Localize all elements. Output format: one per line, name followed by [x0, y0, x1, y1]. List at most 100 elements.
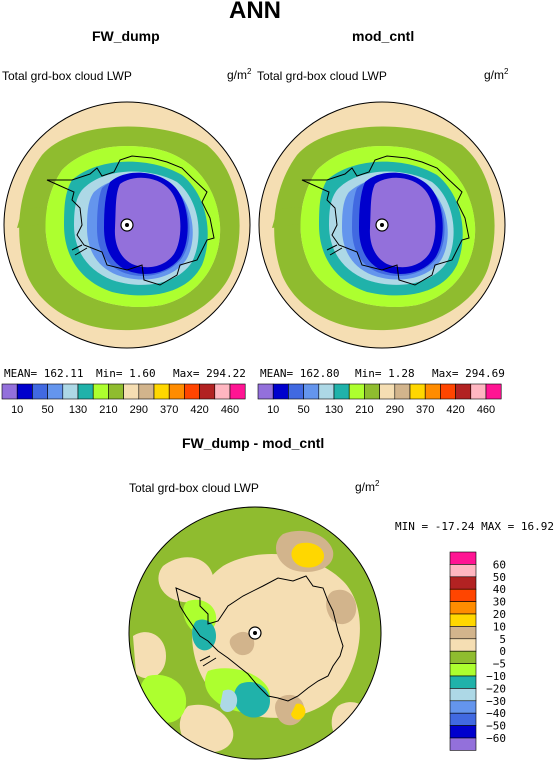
- colorbar-label: 130: [325, 404, 343, 416]
- map-outline: [258, 101, 506, 349]
- diff-colorbar-swatch: [449, 564, 477, 578]
- colorbar-swatch: [455, 383, 472, 400]
- diff-region-zero-nw: [158, 557, 214, 603]
- diff-colorbar-label: −20: [486, 682, 506, 695]
- diff-colorbar-label: −40: [486, 707, 506, 720]
- diff-region-minus30-sw: [220, 689, 238, 712]
- panel-1-units-base: g/m: [227, 68, 248, 82]
- coastline-peninsula: [199, 655, 217, 667]
- colorbar-swatch: [1, 383, 18, 400]
- figure-title: ANN: [229, 0, 281, 24]
- colorbar-swatch: [440, 383, 456, 400]
- panel-1-variable: Total grd-box cloud LWP: [2, 69, 132, 83]
- colorbar-swatch: [138, 383, 155, 400]
- diff-colorbar-swatch: [449, 737, 477, 751]
- diff-region-minus20-sw: [233, 681, 270, 718]
- colorbar-label: 210: [99, 404, 117, 416]
- polar-map-mod-cntl: [258, 101, 506, 349]
- panel-1-min: Min= 1.60: [96, 367, 156, 380]
- pole-marker-dot: [125, 223, 129, 227]
- diff-units: g/m2: [355, 479, 379, 494]
- diff-colorbar-swatch: [449, 638, 477, 652]
- diff-colorbar-swatch: [449, 675, 477, 689]
- map-outline: [3, 101, 251, 349]
- diff-colorbar-label: −60: [486, 732, 506, 745]
- colorbar-swatch: [16, 383, 33, 400]
- diff-region-plus10-s: [291, 703, 306, 720]
- colorbar-fw-dump: 10 50 130 210 290 370 420 460: [1, 383, 246, 416]
- polar-map-fw-dump: [3, 101, 251, 349]
- diff-colorbar-swatch: [449, 700, 477, 714]
- diff-region-zero-e: [331, 702, 373, 747]
- colorbar-swatch: [62, 383, 79, 400]
- diff-colorbar-label: 30: [493, 596, 506, 609]
- diff-colorbar-swatch: [449, 601, 477, 615]
- colorbar-swatch: [168, 383, 185, 400]
- colorbar-swatch: [424, 383, 441, 400]
- colorbar-swatch: [364, 383, 380, 400]
- diff-colorbar-swatch: [449, 613, 477, 627]
- colorbar-swatch: [77, 383, 94, 400]
- colorbar-label: 210: [355, 404, 373, 416]
- colorbar-swatch: [333, 383, 350, 400]
- colorbar-swatch: [153, 383, 170, 400]
- panel-1-max: Max= 294.22: [173, 367, 246, 380]
- diff-colorbar-label: −30: [486, 695, 506, 708]
- panel-2-max: Max= 294.69: [432, 367, 505, 380]
- diff-colorbar-label: 60: [493, 558, 506, 571]
- colorbar-label: 10: [11, 404, 23, 416]
- colorbar-label: 460: [221, 404, 239, 416]
- diff-minmax: MIN = -17.24 MAX = 16.92: [395, 520, 554, 533]
- colorbar-swatch: [288, 383, 304, 400]
- colorbar-swatch: [199, 383, 216, 400]
- colorbar-swatch: [214, 383, 231, 400]
- colorbar-swatch: [123, 383, 140, 400]
- colorbar-label: 370: [160, 404, 178, 416]
- colorbar-label: 420: [190, 404, 208, 416]
- panel-2-mean: MEAN= 162.80: [260, 367, 340, 380]
- colorbar-swatch: [348, 383, 365, 400]
- diff-colorbar-swatch: [449, 725, 477, 739]
- colorbar-swatch: [229, 383, 246, 400]
- panel-2-variable: Total grd-box cloud LWP: [257, 69, 387, 83]
- diff-colorbar-label: 0: [499, 645, 506, 658]
- panel-2-units-sup: 2: [504, 67, 509, 76]
- diff-colorbar-swatch: [449, 551, 477, 565]
- colorbar-swatch: [303, 383, 320, 400]
- diff-colorbar-label: −50: [486, 720, 506, 733]
- diff-colorbar-label: 20: [493, 608, 506, 621]
- map-outline: [128, 506, 382, 760]
- colorbar-swatch: [379, 383, 396, 400]
- coastline-antarctica: [301, 155, 470, 286]
- panel-2-title: mod_cntl: [352, 28, 415, 44]
- panel-2-min: Min= 1.28: [355, 367, 415, 380]
- diff-colorbar-swatch: [449, 588, 477, 602]
- colorbar-label: 50: [41, 404, 53, 416]
- diff-region-plus10-n: [291, 542, 324, 568]
- colorbar-swatch: [108, 383, 124, 400]
- diff-region-zero-w: [133, 632, 166, 679]
- colorbar-label: 420: [446, 404, 464, 416]
- colorbar-swatch: [409, 383, 426, 400]
- polar-map-difference: [128, 506, 382, 760]
- coastline-peninsula: [326, 244, 343, 256]
- colorbar-label: 290: [130, 404, 148, 416]
- diff-colorbar-swatch: [449, 576, 477, 590]
- diff-colorbar-swatch: [449, 688, 477, 702]
- coastline-antarctica: [175, 575, 344, 702]
- diff-colorbar-swatch: [449, 650, 477, 664]
- diff-colorbar-swatch: [449, 626, 477, 640]
- contour-purple: [114, 177, 181, 268]
- colorbar-swatch: [257, 383, 274, 400]
- diff-title: FW_dump - mod_cntl: [182, 435, 325, 451]
- diff-colorbar-label: 50: [493, 571, 506, 584]
- panel-1-title: FW_dump: [92, 28, 160, 44]
- diff-colorbar-swatch: [449, 663, 477, 677]
- coastline-antarctica: [46, 155, 215, 286]
- coastline-peninsula: [71, 244, 88, 256]
- colorbar-mod-cntl: 10 50 130 210 290 370 420 460: [257, 383, 502, 416]
- colorbar-swatch: [32, 383, 48, 400]
- panel-1-mean: MEAN= 162.11: [4, 367, 84, 380]
- diff-colorbar-label: 5: [499, 633, 506, 646]
- pole-marker-dot: [380, 223, 384, 227]
